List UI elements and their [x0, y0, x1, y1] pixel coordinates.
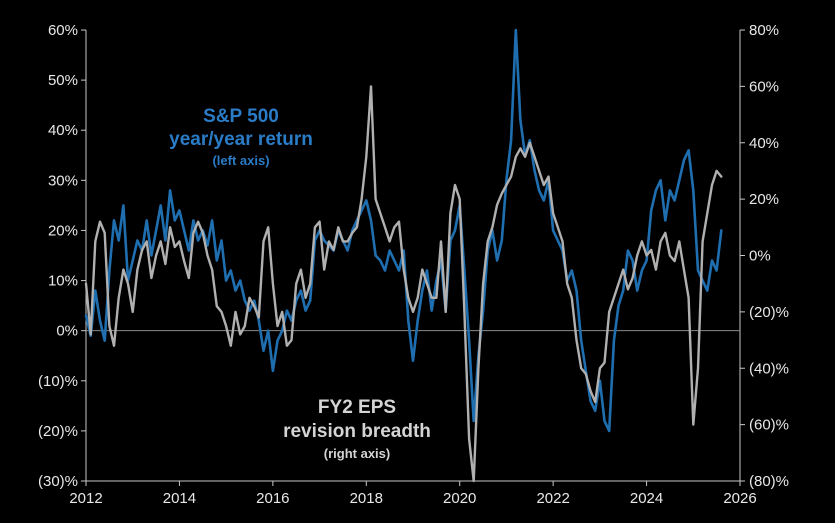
right-tick-label: (80)%	[749, 473, 789, 490]
left-tick-label: (30)%	[38, 473, 78, 490]
sp500-annotation-line1: S&P 500	[203, 106, 279, 127]
sp500-annotation-line2: year/year return	[169, 129, 313, 150]
x-tick-label: 2022	[536, 490, 569, 507]
x-axis-ticks: 2012 2014 2016 2018 2020 2022 2024 2026	[69, 481, 757, 507]
x-tick-label: 2012	[69, 490, 102, 507]
eps-annotation: FY2 EPS revision breadth (right axis)	[283, 397, 431, 461]
x-tick-label: 2014	[163, 490, 196, 507]
sp500-annotation: S&P 500 year/year return (left axis)	[169, 106, 313, 168]
right-tick-label: 0%	[749, 248, 771, 265]
right-tick-label: 20%	[749, 191, 779, 208]
sp500-annotation-line3: (left axis)	[212, 153, 269, 168]
left-tick-label: 60%	[48, 22, 78, 39]
sp500-return-line	[84, 28, 723, 433]
eps-revision-breadth-line	[84, 85, 723, 483]
right-tick-label: (40)%	[749, 360, 789, 377]
left-axis-ticks: (30)% (20)% (10)% 0% 10% 20% 30% 40% 50% 60%	[38, 22, 86, 490]
left-tick-label: (20)%	[38, 423, 78, 440]
left-tick-label: 30%	[48, 172, 78, 189]
right-tick-label: 80%	[749, 22, 779, 39]
right-tick-label: (60)%	[749, 417, 789, 434]
left-tick-label: 20%	[48, 222, 78, 239]
right-tick-label: 60%	[749, 78, 779, 95]
x-tick-label: 2024	[630, 490, 663, 507]
x-tick-label: 2020	[443, 490, 476, 507]
right-axis-ticks: (80)% (60)% (40)% (20)% 0% 20% 40% 60% 80%	[740, 22, 789, 490]
eps-annotation-line1: FY2 EPS	[318, 397, 396, 418]
plot-area	[85, 30, 741, 482]
left-tick-label: 50%	[48, 72, 78, 89]
left-tick-label: 0%	[56, 323, 78, 340]
right-tick-label: (20)%	[749, 304, 789, 321]
x-tick-label: 2018	[350, 490, 383, 507]
x-tick-label: 2026	[723, 490, 756, 507]
x-tick-label: 2016	[256, 490, 289, 507]
eps-annotation-line3: (right axis)	[324, 446, 390, 461]
series-layer	[84, 28, 723, 483]
right-tick-label: 40%	[749, 135, 779, 152]
eps-annotation-line2: revision breadth	[283, 421, 431, 442]
left-tick-label: 40%	[48, 122, 78, 139]
left-tick-label: 10%	[48, 273, 78, 290]
left-tick-label: (10)%	[38, 373, 78, 390]
